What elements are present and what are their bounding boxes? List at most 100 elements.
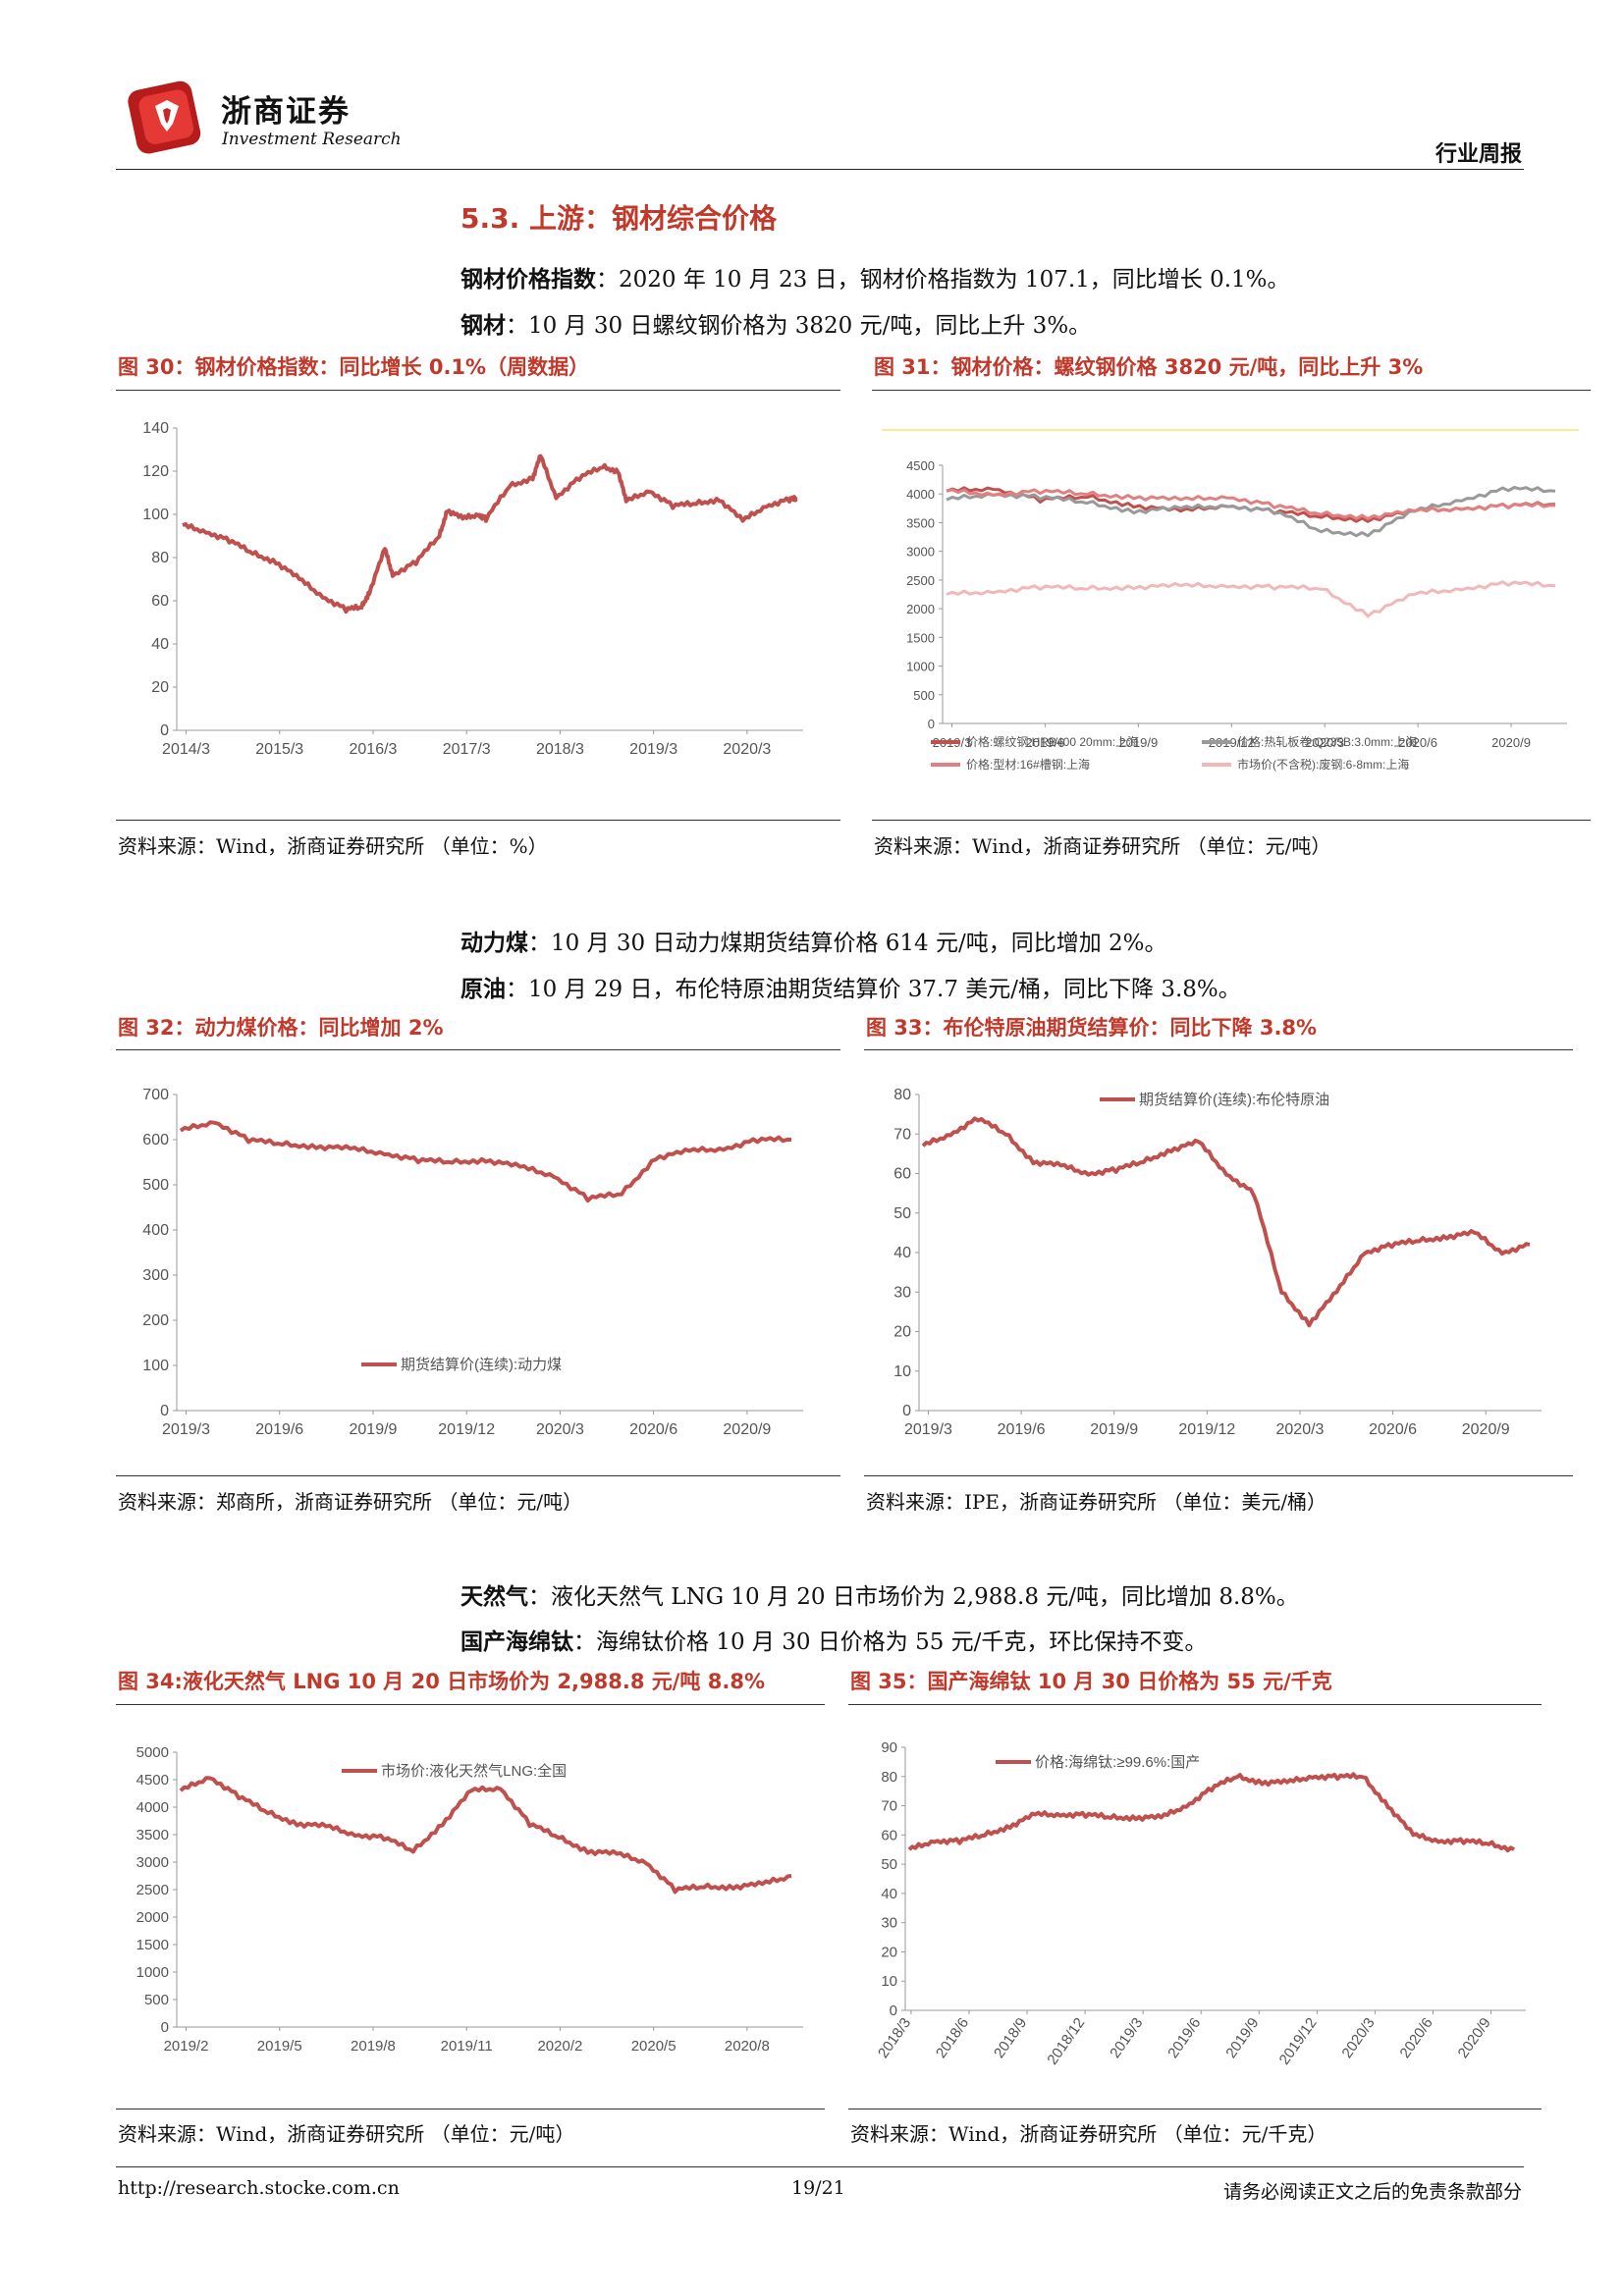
x-tick-label: 2020/3 [723, 741, 771, 758]
y-tick-label: 300 [142, 1267, 169, 1284]
x-tick-label: 2019/8 [351, 2038, 396, 2055]
series-line [179, 1120, 791, 1203]
y-tick-label: 1000 [906, 660, 935, 674]
figure-30-bottom-rule [116, 820, 840, 821]
y-tick-label: 140 [142, 420, 169, 437]
y-tick-label: 80 [151, 550, 169, 566]
series-line [946, 486, 1556, 538]
x-tick-label: 2020/9 [723, 1421, 771, 1438]
y-tick-label: 0 [160, 1403, 169, 1419]
y-tick-label: 0 [902, 1403, 911, 1419]
y-tick-label: 4000 [906, 487, 935, 502]
chart-thermal-coal: 0 100 200 300 400 500 600 700 2019/3 2019/6 2019/9… [142, 1087, 803, 1438]
y-tick-label: 40 [893, 1245, 911, 1261]
x-tick-label: 2019/3 [904, 1421, 952, 1438]
y-tick-label: 500 [142, 1177, 169, 1194]
y-tick-label: 50 [893, 1205, 911, 1222]
legend-label: 期货结算价(连续):动力煤 [401, 1356, 562, 1373]
x-tick-label: 2019/5 [257, 2038, 302, 2055]
paragraph-titanium: 国产海绵钛：海绵钛价格 10 月 30 日价格为 55 元/千克，环比保持不变。 [460, 1629, 1208, 1655]
y-tick-label: 4500 [906, 458, 935, 473]
x-tick-label: 2018/3 [536, 741, 584, 758]
figure-34-source: 资料来源：Wind，浙商证券研究所 （单位：元/吨） [118, 2122, 575, 2146]
chart-lng-price: 0 500 1000 1500 2000 2500 3000 3500 4000 4500 5000… [136, 1744, 803, 2055]
y-tick-label: 10 [881, 1973, 897, 1990]
y-tick-label: 500 [144, 1992, 169, 2008]
x-tick-label: 2016/3 [350, 741, 398, 758]
legend-label: 价格:热轧板卷:Q235B:3.0mm:上海 [1237, 734, 1417, 749]
x-tick-label: 2015/3 [255, 741, 303, 758]
paragraph-oil: 原油：10 月 29 日，布伦特原油期货结算价 37.7 美元/桶，同比下降 3… [460, 977, 1241, 1002]
x-tick-label: 2020/3 [1338, 2015, 1378, 2061]
y-tick-label: 80 [881, 1769, 897, 1786]
x-tick-label: 2019/11 [441, 2038, 493, 2055]
x-tick-label: 2018/6 [933, 2015, 972, 2061]
figure-32-bottom-rule [116, 1475, 840, 1476]
chart-brent-oil: 0 10 20 30 40 50 60 70 80 2019/3 2019/6 2019/9 2019/… [893, 1087, 1542, 1438]
figure-33-title: 图 33：布伦特原油期货结算价：同比下降 3.8% [866, 1016, 1318, 1040]
y-tick-label: 1500 [136, 1937, 169, 1953]
y-tick-label: 100 [142, 1358, 169, 1374]
x-tick-label: 2020/6 [1398, 735, 1437, 750]
figure-31-title: 图 31：钢材价格：螺纹钢价格 3820 元/吨，同比上升 3% [874, 355, 1424, 379]
x-tick-label: 2020/3 [536, 1421, 584, 1438]
report-type: 行业周报 [1435, 142, 1522, 167]
x-tick-label: 2019/3 [1107, 2015, 1146, 2061]
y-tick-label: 4000 [136, 1799, 169, 1816]
y-tick-label: 100 [142, 507, 169, 523]
x-tick-label: 2019/2 [164, 2038, 209, 2055]
y-tick-label: 5000 [136, 1744, 169, 1761]
y-tick-label: 50 [881, 1856, 897, 1873]
figure-35-title: 图 35：国产海绵钛 10 月 30 日价格为 55 元/千克 [850, 1670, 1332, 1693]
figure-35-rule [848, 1704, 1542, 1705]
x-tick-label: 2020/8 [725, 2038, 770, 2055]
paragraph-steel-index: 钢材价格指数：2020 年 10 月 23 日，钢材价格指数为 107.1，同比… [460, 267, 1290, 293]
x-tick-label: 2020/6 [629, 1421, 677, 1438]
legend-label: 价格:螺纹钢:HRB400 20mm:上海 [966, 734, 1139, 749]
y-tick-label: 60 [151, 593, 169, 610]
figure-32-title: 图 32：动力煤价格：同比增加 2% [118, 1016, 444, 1040]
chart-steel-price-index: 0 20 40 60 80 100 120 140 2014/3 2015/3 2016/3 2017… [142, 420, 803, 758]
figure-30-source: 资料来源：Wind，浙商证券研究所 （单位：%） [118, 834, 548, 858]
page-number: 19/21 [791, 2177, 845, 2199]
y-tick-label: 2500 [906, 573, 935, 588]
y-tick-label: 2500 [136, 1882, 169, 1898]
footer-url[interactable]: http://research.stocke.com.cn [118, 2177, 400, 2199]
y-tick-label: 70 [893, 1126, 911, 1143]
series-line [946, 580, 1556, 618]
figure-35-source: 资料来源：Wind，浙商证券研究所 （单位：元/千克） [850, 2122, 1327, 2146]
chart-steel-prices: 0 500 1000 1500 2000 2500 3000 3500 4000 4500 2019… [882, 429, 1579, 772]
x-tick-label: 2019/3 [162, 1421, 210, 1438]
x-tick-label: 2018/12 [1044, 2015, 1088, 2068]
footer-rule [116, 2166, 1524, 2167]
x-tick-label: 2019/12 [438, 1421, 495, 1438]
figure-31-bottom-rule [872, 820, 1591, 821]
x-tick-label: 2020/9 [1462, 1421, 1510, 1438]
y-tick-label: 20 [881, 1944, 897, 1960]
x-tick-label: 2020/3 [1305, 735, 1344, 750]
x-tick-label: 2019/3 [629, 741, 677, 758]
x-tick-label: 2020/6 [1397, 2015, 1436, 2061]
y-tick-label: 500 [913, 688, 935, 703]
y-tick-label: 0 [160, 722, 169, 739]
legend-label: 价格:海绵钛:≥99.6%:国产 [1035, 1754, 1200, 1771]
legend-label: 价格:型材:16#槽钢:上海 [966, 757, 1090, 772]
brand-logo [128, 77, 206, 155]
y-tick-label: 2000 [906, 602, 935, 616]
brand-subtitle: Investment Research [222, 130, 402, 149]
x-tick-label: 2020/9 [1455, 2015, 1494, 2061]
figure-32-rule [116, 1049, 840, 1050]
x-tick-label: 2019/12 [1209, 735, 1255, 750]
y-tick-label: 0 [161, 2019, 169, 2036]
y-tick-label: 20 [893, 1324, 911, 1341]
y-tick-label: 3500 [906, 515, 935, 530]
series-line [921, 1116, 1531, 1328]
y-tick-label: 10 [893, 1363, 911, 1380]
series-line [946, 488, 1555, 520]
y-tick-label: 90 [881, 1739, 897, 1756]
y-tick-label: 40 [881, 1886, 897, 1902]
figure-33-rule [864, 1049, 1573, 1050]
x-tick-label: 2020/3 [1276, 1421, 1325, 1438]
y-tick-label: 1500 [906, 630, 935, 645]
x-tick-label: 2019/6 [255, 1421, 303, 1438]
